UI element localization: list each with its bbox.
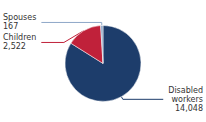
svg-text:167: 167 [3, 22, 18, 31]
svg-text:Children: Children [3, 33, 36, 42]
svg-text:14,048: 14,048 [175, 104, 203, 113]
svg-text:workers: workers [172, 95, 203, 104]
svg-text:2,522: 2,522 [3, 42, 26, 51]
svg-text:Spouses: Spouses [3, 13, 36, 22]
svg-text:Disabled: Disabled [168, 86, 203, 95]
